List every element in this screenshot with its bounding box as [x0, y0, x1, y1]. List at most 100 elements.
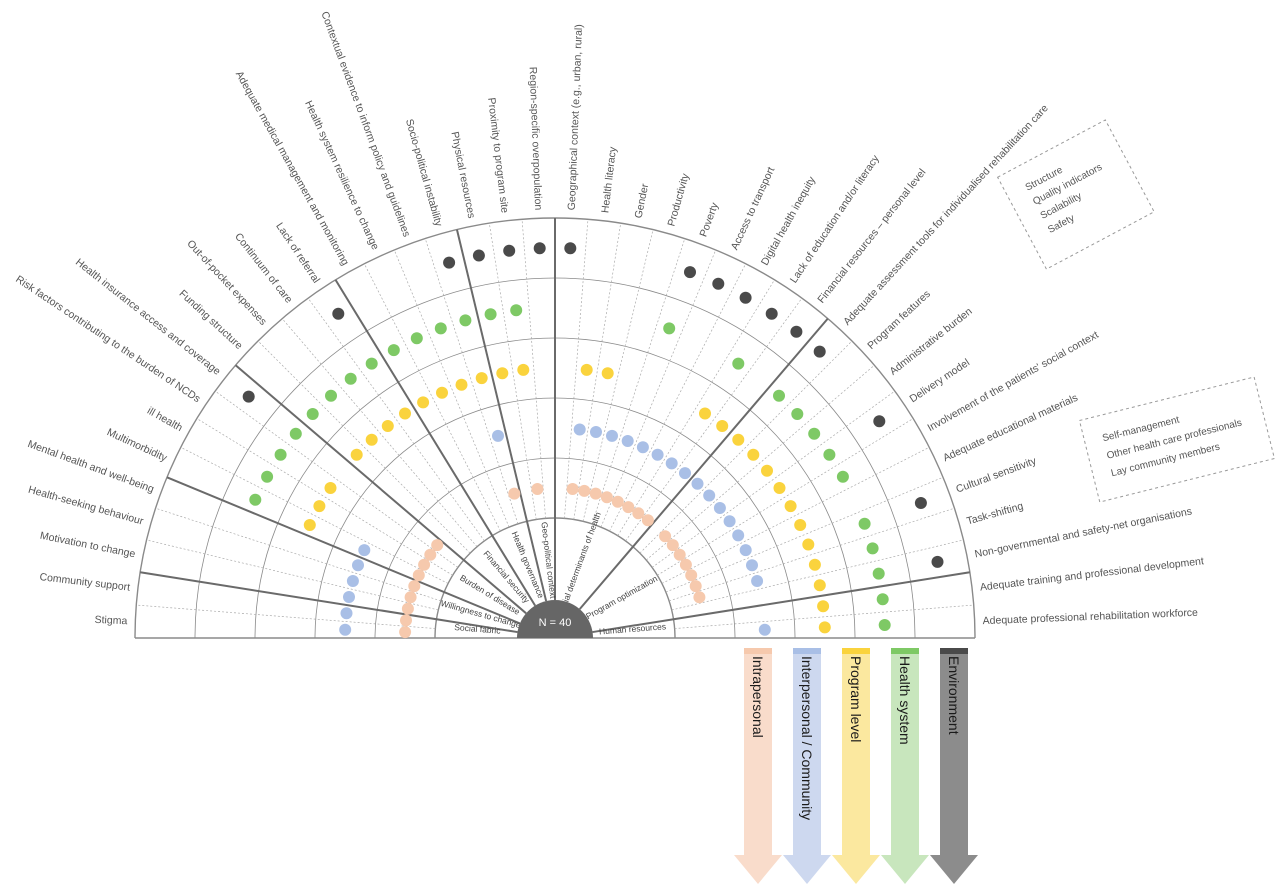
dot-environment: [765, 307, 778, 320]
grid-spoke: [393, 249, 510, 528]
level-label: Program level: [848, 656, 864, 742]
domain-label: Social fabric: [454, 622, 502, 636]
grid-spoke: [155, 507, 441, 602]
dot-intrapersonal: [641, 514, 654, 527]
dot-health-system: [325, 389, 337, 402]
dot-program-level: [580, 363, 593, 376]
factor-label: Socio-political instability: [403, 118, 445, 229]
grid-spoke: [364, 263, 501, 532]
fan-grid: [134, 217, 976, 639]
dot-program-level: [313, 500, 326, 513]
dot-health-system: [365, 357, 378, 370]
dot-program-level: [761, 464, 773, 477]
factor-label: Poverty: [697, 200, 721, 238]
dot-program-level: [817, 600, 830, 613]
grid-spoke: [625, 298, 803, 542]
dot-health-system: [866, 542, 879, 555]
dot-interpersonal-community: [346, 575, 359, 587]
dot-interpersonal-community: [713, 502, 726, 514]
factor-label: Adequate professional rehabilitation wor…: [982, 607, 1198, 627]
dot-intrapersonal: [589, 487, 602, 500]
dot-environment: [332, 307, 345, 320]
factor-label: Proximity to program site: [485, 97, 511, 214]
data-dots: [242, 242, 944, 639]
dot-health-system: [836, 470, 849, 483]
dot-interpersonal-community: [739, 544, 752, 557]
factor-label: Involvement of the patients' social cont…: [925, 329, 1100, 434]
domain-divider: [166, 476, 521, 625]
factor-label: Lack of referral: [273, 221, 322, 286]
dot-health-system: [306, 408, 319, 420]
dot-intrapersonal: [622, 501, 635, 514]
grid-spoke: [674, 604, 974, 629]
dot-intrapersonal: [578, 484, 591, 497]
dot-program-level: [794, 519, 807, 531]
dot-interpersonal-community: [751, 575, 764, 587]
dot-interpersonal-community: [492, 429, 504, 442]
dot-interpersonal-community: [651, 448, 664, 461]
dot-program-level: [813, 579, 826, 592]
dot-interpersonal-community: [679, 467, 691, 480]
dot-intrapersonal: [508, 487, 521, 500]
dot-program-level: [496, 367, 509, 380]
dot-health-system: [876, 593, 889, 606]
dot-health-system: [878, 619, 891, 631]
dot-intrapersonal: [685, 569, 698, 582]
level-arrow: [881, 648, 929, 884]
dot-environment: [472, 249, 485, 262]
dot-environment: [533, 242, 546, 255]
domain-divider: [592, 571, 970, 634]
factor-label: Contextual evidence to inform policy and…: [318, 10, 412, 239]
domain-divider: [578, 317, 829, 610]
dot-environment: [443, 256, 456, 269]
dot-program-level: [716, 420, 729, 432]
dot-intrapersonal: [404, 591, 417, 604]
factor-label: Financial resources – personal level: [815, 167, 928, 306]
factor-label: Physical resources: [448, 131, 477, 220]
grid-spoke: [573, 223, 622, 520]
dot-program-level: [784, 500, 797, 513]
dot-health-system: [249, 493, 262, 506]
dot-interpersonal-community: [691, 477, 704, 490]
dot-program-level: [365, 433, 378, 446]
factor-label: Lack of education and/or literacy: [788, 152, 882, 285]
grid-spoke: [669, 507, 955, 602]
dot-program-level: [350, 448, 363, 461]
dot-health-system: [344, 372, 357, 385]
dot-interpersonal-community: [352, 559, 364, 572]
dot-program-level: [808, 558, 821, 571]
dot-environment: [790, 325, 803, 338]
grid-spoke: [646, 364, 875, 561]
factor-label: Adequate training and professional devel…: [979, 555, 1204, 593]
dot-health-system: [510, 304, 523, 317]
grid-spoke: [257, 340, 471, 554]
factor-label: Stigma: [94, 614, 127, 627]
dot-program-level: [324, 482, 337, 494]
factor-label: Productivity: [665, 172, 691, 228]
dot-intrapersonal: [400, 614, 412, 627]
level-arrow: [930, 648, 978, 884]
dot-health-system: [808, 427, 821, 440]
dot-program-level: [818, 621, 831, 634]
grid-spoke: [488, 223, 537, 520]
dot-intrapersonal: [424, 548, 437, 561]
dot-health-system: [872, 567, 885, 580]
dot-program-level: [303, 519, 316, 531]
dot-interpersonal-community: [758, 623, 771, 636]
level-arrow-cap: [842, 648, 870, 654]
factor-label: Multimorbidity: [105, 426, 170, 464]
grid-spoke: [424, 238, 519, 524]
grid-spoke: [180, 447, 449, 584]
dot-program-level: [475, 372, 488, 385]
dot-interpersonal-community: [606, 429, 618, 442]
dot-intrapersonal: [689, 580, 702, 593]
dot-interpersonal-community: [703, 489, 716, 502]
dot-environment: [503, 244, 516, 257]
dot-program-level: [699, 407, 711, 420]
dot-program-level: [773, 482, 786, 494]
dot-intrapersonal: [693, 591, 706, 604]
factor-label: Cultural sensitivity: [954, 455, 1038, 496]
dot-interpersonal-community: [665, 457, 678, 470]
dot-interpersonal-community: [340, 607, 353, 620]
